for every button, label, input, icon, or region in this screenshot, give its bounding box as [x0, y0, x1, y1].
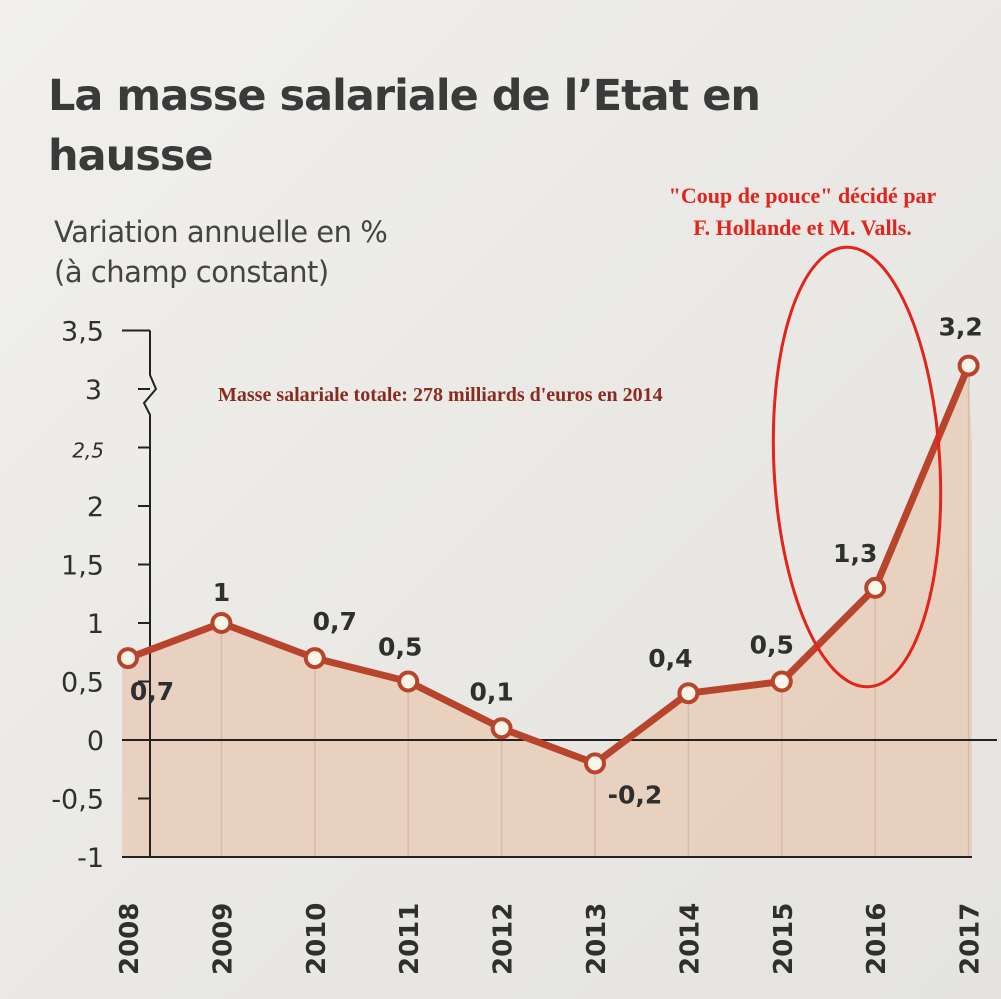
y-tick-label: 1: [87, 609, 104, 640]
chart-subtitle: Variation annuelle en % (à champ constan…: [54, 212, 574, 292]
y-tick-label: 1,5: [61, 551, 104, 582]
x-tick-label-2014: 2014: [675, 903, 705, 975]
y-tick-label: 0,5: [61, 668, 104, 699]
y-tick-label: -0,5: [51, 785, 104, 816]
data-point-2015: [770, 670, 793, 693]
data-points: [117, 354, 980, 775]
annotation-boost-line-2: F. Hollande et M. Valls.: [693, 215, 912, 240]
y-tick-label: 2,5: [72, 439, 104, 463]
x-tick-label-2017: 2017: [956, 903, 986, 975]
data-label-2010: 0,7: [313, 607, 357, 636]
x-tick-label-2011: 2011: [395, 903, 425, 975]
y-tick-label: 3: [85, 375, 102, 406]
x-axis-ticks: 2008 2009 2010 2011 2012 2013 2014 2015 2016 2017: [115, 903, 986, 975]
data-label-2016: 1,3: [833, 539, 877, 568]
data-labels: 0,7 1 0,7 0,5 0,1 -0,2 0,4 0,5 1,3 3,2: [130, 313, 983, 810]
y-tick-label: 2: [87, 492, 104, 523]
data-label-2015: 0,5: [750, 631, 794, 660]
data-label-2012: 0,1: [469, 677, 513, 706]
x-tick-label-2013: 2013: [582, 903, 612, 975]
x-tick-label-2015: 2015: [769, 903, 799, 975]
x-tick-label-2008: 2008: [115, 903, 145, 975]
annotation-boost: "Coup de pouce" décidé par F. Hollande e…: [610, 180, 995, 244]
highlight-ellipse: [771, 245, 943, 689]
data-label-2017: 3,2: [938, 313, 982, 342]
data-point-2016: [864, 576, 887, 599]
x-tick-label-2012: 2012: [489, 903, 519, 975]
data-point-2010: [303, 647, 326, 670]
subtitle-line-2: (à champ constant): [54, 255, 329, 289]
data-label-2013: -0,2: [608, 780, 663, 809]
y-axis-ticks: -1 -0,5 0 0,5 1 1,5 2 2,5 3 3,5: [51, 317, 150, 874]
annotation-total: Masse salariale totale: 278 milliards d'…: [218, 384, 663, 406]
annotation-boost-line-1: "Coup de pouce" décidé par: [668, 183, 937, 208]
data-point-2008: [117, 647, 139, 670]
series-line: [124, 362, 973, 767]
x-tick-label-2016: 2016: [862, 903, 892, 975]
data-label-2014: 0,4: [648, 644, 692, 673]
x-tick-label-2010: 2010: [302, 903, 332, 975]
area-fill: [122, 365, 972, 857]
data-point-2017: [957, 354, 980, 377]
data-point-2014: [677, 682, 700, 705]
y-tick-label: -1: [77, 843, 104, 874]
data-label-2008: 0,7: [130, 677, 174, 706]
y-tick-label: 3,5: [61, 317, 104, 348]
data-point-2011: [397, 670, 420, 693]
x-tick-label-2009: 2009: [208, 903, 238, 975]
data-label-2011: 0,5: [378, 633, 422, 662]
chart-title: La masse salariale de l’Etat en hausse: [48, 71, 761, 181]
data-label-2009: 1: [213, 578, 230, 607]
data-point-2009: [210, 612, 233, 634]
y-tick-label: 0: [87, 726, 104, 757]
subtitle-line-1: Variation annuelle en %: [54, 215, 388, 249]
data-point-2013: [584, 752, 606, 775]
data-point-2012: [490, 717, 513, 740]
